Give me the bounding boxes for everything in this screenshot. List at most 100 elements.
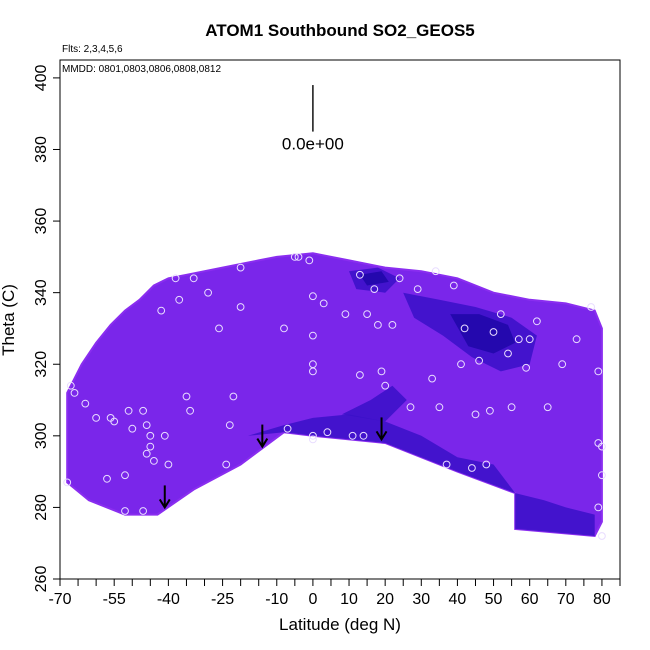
observation-point (236, 303, 245, 311)
observation-point (215, 324, 223, 333)
observation-point (225, 421, 234, 430)
x-tick-label: 50 (485, 591, 503, 608)
observation-point (525, 335, 534, 344)
observation-point (283, 424, 292, 433)
x-axis: -70 -55 -40 -25 -10 0 10 20 30 40 50 60 70 80 (48, 579, 621, 608)
observation-point (319, 299, 328, 308)
plot-frame (59, 59, 621, 580)
observation-point (356, 371, 364, 379)
arrow-marker (256, 424, 269, 449)
x-tick-label: -70 (48, 591, 71, 608)
observation-point (482, 460, 491, 469)
observation-point (70, 389, 79, 397)
observation-point (171, 274, 180, 283)
dates-note: MMDD: 0801,0803,0806,0808,0812 (62, 64, 221, 75)
observation-point (468, 464, 476, 472)
observation-point (413, 285, 422, 294)
observation-point (280, 324, 288, 333)
chart-title: ATOM1 Southbound SO2_GEOS5 (205, 21, 475, 40)
observation-point (142, 421, 151, 430)
scale-label: 0.0e+00 (282, 135, 344, 154)
observation-point (395, 274, 404, 283)
x-tick-label: -25 (211, 591, 234, 608)
x-axis-label: Latitude (deg N) (279, 615, 401, 634)
observation-point (305, 256, 314, 265)
observation-point (370, 285, 379, 294)
region-darkest (359, 271, 389, 286)
observation-point (363, 310, 372, 319)
observation-point (504, 349, 512, 358)
observation-point (139, 406, 148, 415)
observation-point (229, 392, 238, 401)
observation-point (309, 292, 317, 301)
x-tick-label: 80 (593, 591, 611, 608)
observation-point (359, 431, 368, 440)
y-tick-label: 280 (33, 494, 50, 521)
observation-point (164, 460, 173, 469)
x-tick-label: -10 (265, 591, 288, 608)
observation-point (388, 321, 397, 329)
arrow-marker (375, 417, 388, 442)
x-tick-label: 60 (521, 591, 539, 608)
observation-point (486, 406, 494, 415)
observation-point (594, 367, 603, 376)
observation-point (442, 460, 451, 469)
x-tick-label: -55 (103, 591, 126, 608)
observation-point (460, 324, 469, 333)
observation-point (128, 424, 137, 433)
observation-point (514, 335, 523, 344)
x-tick-label: 40 (449, 591, 467, 608)
observation-point (475, 356, 484, 365)
x-tick-label: 20 (376, 591, 394, 608)
observation-point (381, 381, 390, 390)
y-tick-label: 400 (33, 64, 50, 91)
observation-point (175, 295, 184, 304)
observation-point (598, 442, 606, 451)
flights-note: Flts: 2,3,4,5,6 (62, 44, 123, 55)
region-dark (341, 385, 407, 422)
observation-point (157, 306, 166, 315)
region-darkest (450, 314, 516, 354)
region-dark (515, 493, 595, 536)
observation-point (533, 317, 541, 326)
y-tick-label: 380 (33, 136, 50, 163)
observation-point (341, 310, 350, 319)
x-tick-label: -40 (157, 591, 180, 608)
observation-points (63, 253, 606, 540)
scale-bar: 0.0e+00 (282, 85, 344, 154)
observation-point (160, 431, 169, 440)
observation-point (142, 449, 151, 458)
observation-point (290, 253, 299, 261)
region-dark (247, 414, 516, 494)
observation-point (522, 363, 530, 372)
observation-point (103, 474, 111, 483)
observation-point (121, 507, 129, 515)
observation-point (496, 310, 505, 319)
observation-point (594, 503, 603, 512)
field-layer (66, 252, 603, 538)
observation-point (186, 406, 195, 415)
observation-point (457, 360, 465, 369)
observation-point (236, 263, 245, 272)
observation-point (435, 403, 444, 412)
field-area (67, 253, 602, 537)
y-tick-label: 340 (33, 279, 50, 306)
x-tick-label: 70 (557, 591, 575, 608)
observation-point (374, 321, 382, 329)
observation-point (66, 381, 75, 390)
observation-point (598, 471, 606, 480)
observation-point (81, 399, 90, 408)
observation-point (309, 431, 317, 440)
observation-point (543, 403, 552, 412)
y-axis: 260 280 300 320 340 360 380 400 (33, 64, 60, 592)
observation-point (110, 417, 119, 426)
observation-point (572, 335, 581, 344)
observation-point (323, 428, 332, 437)
observation-point (507, 403, 516, 412)
observation-point (598, 532, 606, 540)
observation-point (558, 360, 567, 369)
observation-point (182, 392, 191, 401)
observation-point (139, 507, 148, 515)
y-axis-label: Theta (C) (0, 284, 18, 356)
